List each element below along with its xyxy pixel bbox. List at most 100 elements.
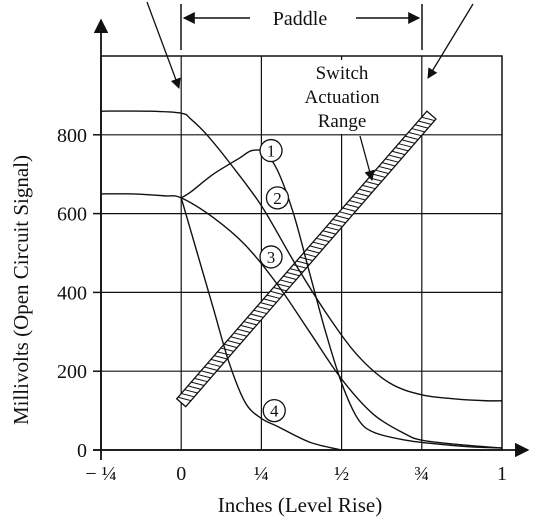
series-label-circle-3 <box>259 245 283 269</box>
band-hatch <box>223 343 238 349</box>
band-hatch <box>322 230 336 235</box>
y-tick-label: 200 <box>57 361 87 383</box>
band-hatch <box>286 271 300 277</box>
band-hatch <box>365 181 379 186</box>
switch-range-annotation: Switch Actuation Range <box>288 60 396 182</box>
x-tick-label: 1 <box>497 463 507 485</box>
band-hatch <box>395 147 409 152</box>
series-label-1: 1 <box>267 142 276 161</box>
band-hatch <box>227 340 241 345</box>
band-hatch <box>312 241 327 246</box>
switch-range-line-3: Range <box>318 111 367 132</box>
series-label-2: 2 <box>273 189 282 208</box>
band-hatch <box>247 317 261 322</box>
band-hatch <box>279 279 294 284</box>
band-hatch <box>184 389 198 394</box>
band-hatch <box>375 169 389 175</box>
band-hatch <box>270 290 284 296</box>
band-hatch <box>408 131 422 137</box>
band-hatch <box>256 305 271 311</box>
band-hatch <box>388 154 402 159</box>
band-hatch <box>187 385 201 390</box>
band-hatch <box>266 294 281 299</box>
switch-range-text-background <box>288 60 396 134</box>
series-line-4 <box>180 197 342 451</box>
band-hatch <box>358 188 373 193</box>
band-hatch <box>329 222 343 228</box>
paddle-annotation: Paddle <box>146 1 474 89</box>
x-axis-label: Inches (Level Rise) <box>218 493 382 517</box>
band-hatch <box>194 377 208 383</box>
series-line-3 <box>100 193 503 449</box>
band-hatch <box>355 192 369 197</box>
series-label-circle-1 <box>259 138 283 163</box>
band-hatch <box>385 158 399 163</box>
band-hatch <box>233 332 248 337</box>
band-hatch <box>352 196 366 201</box>
band-hatch <box>237 328 251 333</box>
band-hatch <box>378 165 392 171</box>
band-hatch <box>362 184 376 190</box>
series-label-circle-4 <box>262 398 286 423</box>
band-hatch <box>391 150 406 156</box>
band-hatch <box>421 116 435 122</box>
y-tick-label: 600 <box>57 204 87 226</box>
band-hatch <box>260 302 274 307</box>
band-hatch <box>217 351 231 356</box>
series-group: 1 2 3 4 <box>100 110 503 451</box>
band-hatch <box>411 128 425 133</box>
x-tick-label: ½ <box>334 463 349 485</box>
series-label-4: 4 <box>270 402 279 421</box>
paddle-label: Paddle <box>273 8 328 30</box>
band-hatch <box>250 313 264 318</box>
band-hatch <box>283 275 297 280</box>
band-hatch <box>181 392 195 398</box>
x-tick-label: ¾ <box>414 463 429 485</box>
band-hatch <box>339 211 353 216</box>
band-hatch <box>207 362 221 368</box>
band-hatch <box>220 347 234 352</box>
x-tick-label: 0 <box>176 463 186 485</box>
switch-range-pointer <box>359 135 375 182</box>
band-hatch <box>191 381 205 386</box>
band-hatch <box>204 366 218 371</box>
band-hatch <box>210 358 225 364</box>
band-hatch <box>398 143 412 148</box>
band-hatch <box>263 298 277 303</box>
paddle-left-pointer <box>146 1 181 89</box>
band-hatch <box>243 321 257 326</box>
x-tick-label: − ¼ <box>85 463 116 485</box>
band-hatch <box>342 207 356 212</box>
y-axis-label: Millivolts (Open Circuit Signal) <box>9 155 33 425</box>
band-hatch <box>200 370 215 375</box>
switch-range-line-1: Switch <box>316 63 369 84</box>
band-hatch <box>405 135 419 140</box>
series-line-1 <box>180 149 503 449</box>
x-tick-label: ¼ <box>254 463 269 485</box>
band-hatch <box>382 162 396 167</box>
band-hatch <box>401 139 415 144</box>
switch-range-line-2: Actuation <box>305 87 380 108</box>
band-hatch <box>326 226 340 231</box>
band-hatch <box>418 120 432 125</box>
band-hatch <box>335 215 350 220</box>
series-label-circle-2 <box>265 186 290 210</box>
band-hatch <box>414 124 429 129</box>
series-label-3: 3 <box>267 248 276 267</box>
band-hatch <box>177 396 192 402</box>
band-hatch <box>309 245 323 250</box>
paddle-right-pointer <box>427 3 474 79</box>
series-line-2 <box>100 110 503 402</box>
band-hatch <box>214 355 228 360</box>
axes <box>93 18 530 460</box>
band-hatch <box>349 199 363 205</box>
band-hatch <box>276 283 290 288</box>
band-hatch <box>316 237 330 243</box>
band-hatch <box>197 374 211 379</box>
band-hatch <box>306 249 320 254</box>
y-tick-label: 0 <box>77 440 87 462</box>
band-hatch <box>240 324 254 330</box>
y-tick-label: 800 <box>57 125 87 147</box>
